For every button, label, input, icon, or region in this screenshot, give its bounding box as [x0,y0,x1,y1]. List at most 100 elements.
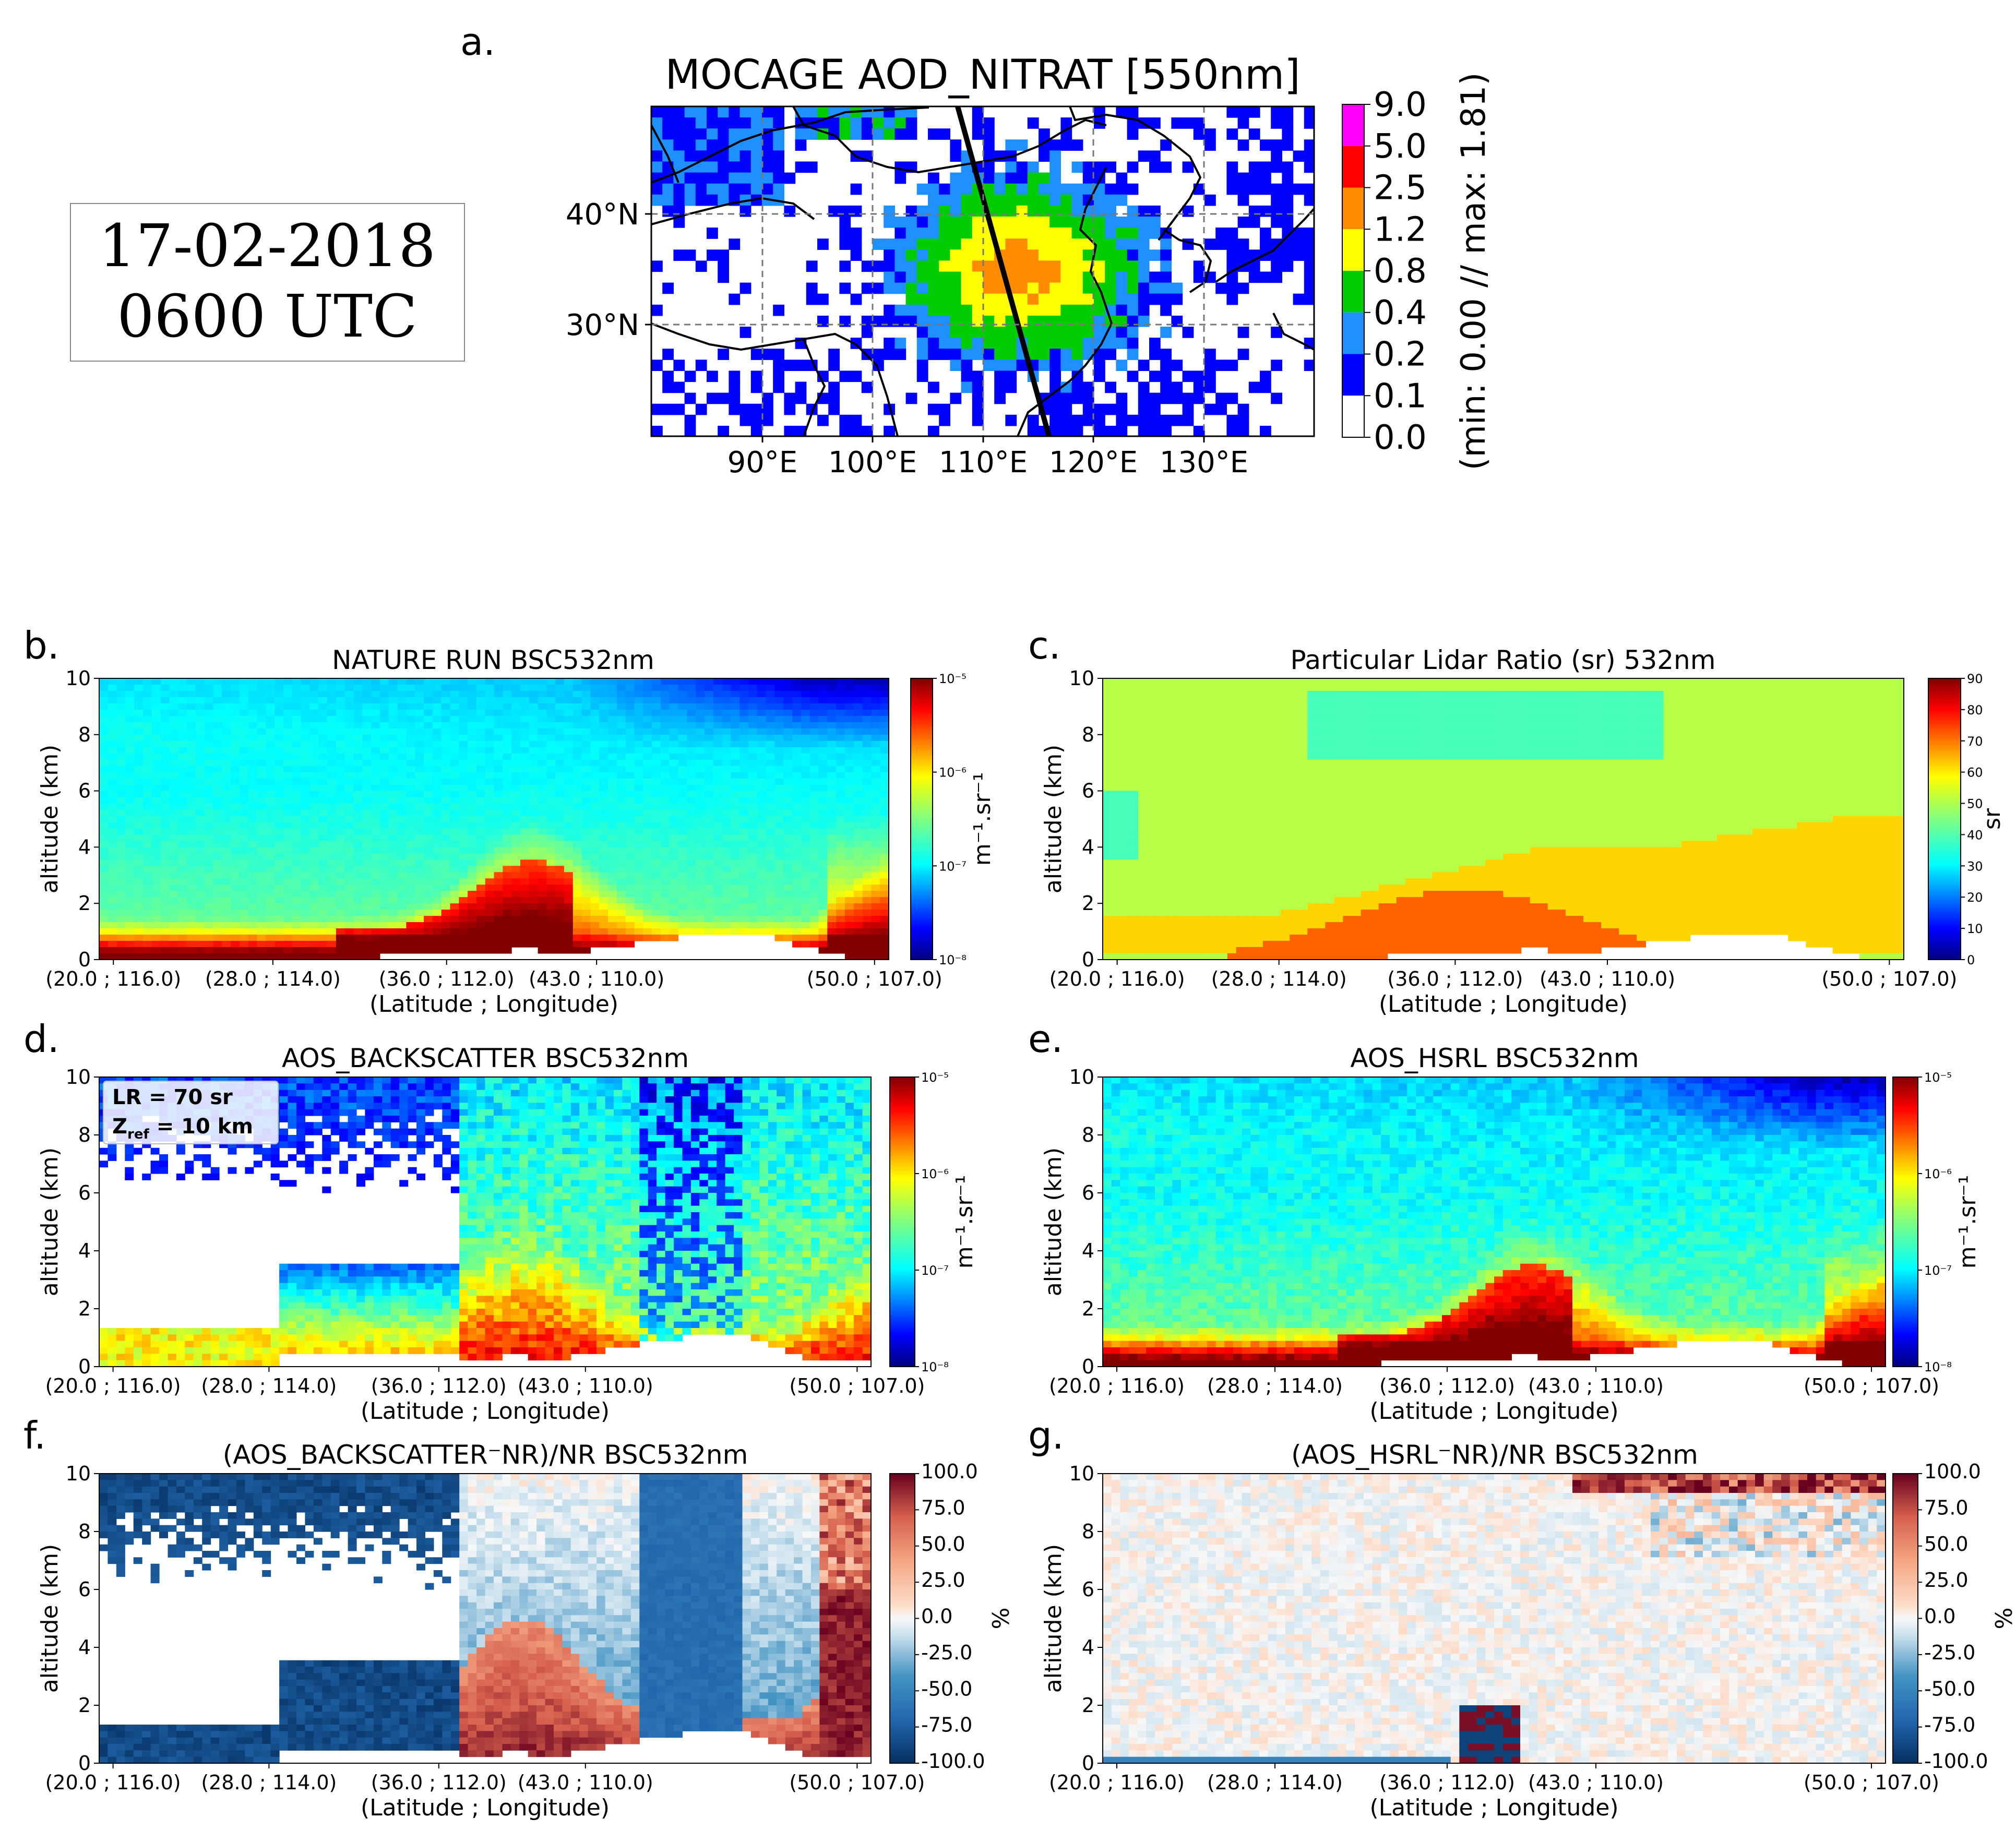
map-cell [917,327,928,338]
map-cell [1028,162,1039,173]
heatmap-cell [125,797,134,804]
heatmap-cell [143,703,152,710]
map-cell [651,404,663,415]
map-cell [839,370,851,382]
map-cell [939,228,950,239]
heatmap-cell [152,859,161,866]
heatmap-cell [152,772,161,779]
heatmap-cell [117,916,126,923]
heatmap-cell [161,866,170,872]
map-x-tick-label: 130°E [1160,446,1248,480]
heatmap-cell [125,760,134,767]
map-cell [917,338,928,349]
map-cell [673,106,685,118]
map-cell [939,283,950,294]
heatmap-cell [134,816,143,823]
map-cell [1194,426,1205,437]
map-cell [1116,217,1127,228]
map-cell [1160,393,1172,404]
map-cell [1060,338,1072,349]
map-cell [740,150,751,162]
heatmap-cell [152,735,161,741]
map-cell [939,217,950,228]
heatmap-cell [134,935,143,941]
map-cell [894,117,906,129]
map-cell [972,128,984,140]
map-cell [983,184,995,195]
map-x-tick-label: 120°E [1049,446,1138,480]
heatmap-cell [170,922,178,929]
map-cell [1105,426,1116,437]
heatmap-cell [161,841,170,847]
map-cell [950,249,961,261]
map-cell [1127,260,1139,272]
heatmap-cell [152,872,161,879]
map-cell [1028,195,1039,206]
map-cell [1072,184,1083,195]
map-cell [994,382,1006,393]
map-cell [1072,415,1083,426]
heatmap-cell [152,753,161,760]
map-cell [1005,415,1017,426]
map-cell [1005,349,1017,360]
map-cell [1194,117,1205,129]
map-x-tick-label: 110°E [939,446,1028,480]
heatmap-cell [143,685,152,691]
map-cell [1116,173,1127,184]
map-cell [1049,283,1061,294]
map-cell [939,260,950,272]
heatmap-cell [161,947,170,954]
map-cell [685,195,696,206]
heatmap-cell [117,791,126,798]
map-cell [1039,228,1050,239]
heatmap-cell [134,884,143,891]
heatmap-cell [143,947,152,954]
map-cell [651,162,663,173]
map-cell [1028,228,1039,239]
map-cell [994,294,1006,305]
map-cell [1049,294,1061,305]
heatmap-cell [143,872,152,879]
map-cell [1039,206,1050,217]
map-cell [839,128,851,140]
heatmap-cell [99,947,108,954]
heatmap-cell [161,910,170,916]
map-cell [806,162,818,173]
map-cell [906,393,917,404]
heatmap-cell [134,859,143,866]
map-cell [1271,184,1282,195]
map-cell [906,206,917,217]
map-cell [1138,294,1150,305]
map-cell [718,128,729,140]
map-cell [906,249,917,261]
map-cell [1094,404,1105,415]
map-cell [1039,195,1050,206]
map-cell [994,370,1006,382]
map-cell [972,238,984,250]
map-cell [1017,249,1028,261]
map-cell [773,184,784,195]
heatmap-cell [99,697,108,704]
map-cell [884,260,895,272]
heatmap-cell [125,941,134,948]
heatmap-cell [143,847,152,854]
map-cell [894,338,906,349]
heatmap-cell [108,728,117,735]
map-cell [839,206,851,217]
heatmap-cell [143,910,152,916]
heatmap-cell [125,728,134,735]
heatmap-cell [108,804,117,810]
map-cell [1094,305,1105,316]
heatmap-cell [117,697,126,704]
map-cell [773,117,784,129]
map-cell [1049,139,1061,151]
map-cell [773,150,784,162]
map-cell [1127,370,1139,382]
map-cell [1149,206,1161,217]
heatmap-cell [99,866,108,872]
map-cell [1171,382,1183,393]
map-cell [662,184,674,195]
heatmap-cell [108,822,117,829]
map-cell [1116,249,1127,261]
map-cell [740,206,751,217]
